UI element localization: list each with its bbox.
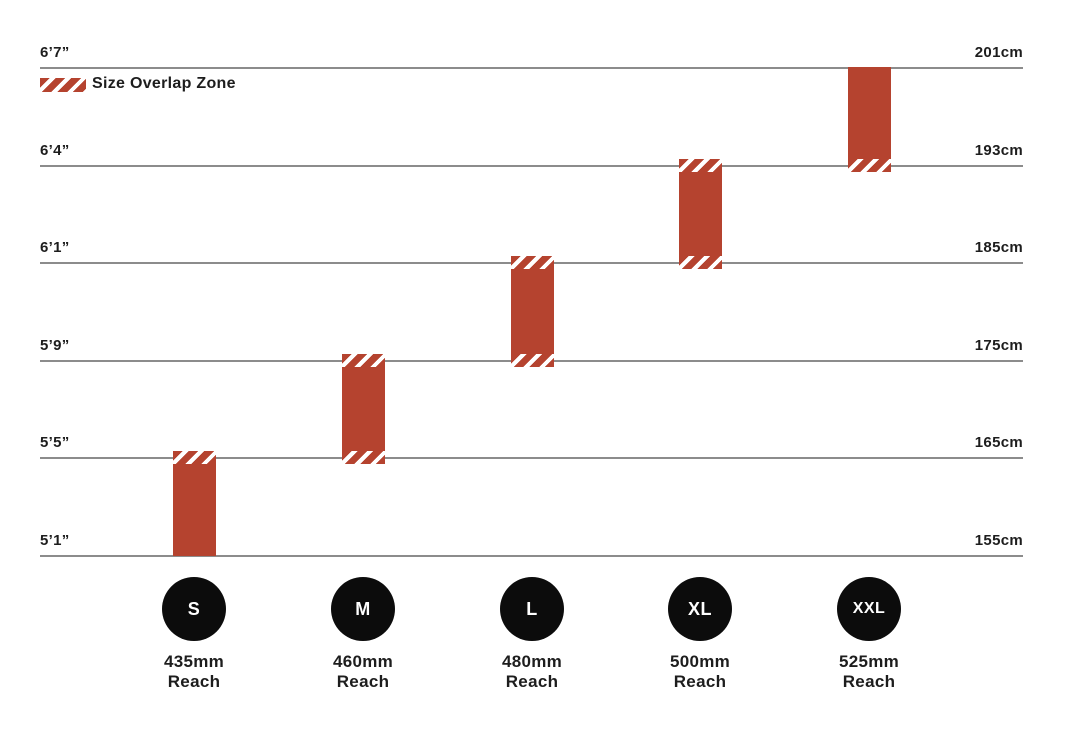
reach-word: Reach (673, 672, 727, 691)
reach-label-xl: 500mm Reach (635, 652, 765, 692)
height-label-cm: 185cm (974, 239, 1023, 256)
height-label-ft: 6’7” (40, 44, 70, 61)
size-badge-label: XL (687, 598, 712, 619)
height-label-ft: 6’1” (40, 239, 70, 256)
height-label-ft: 5’5” (40, 434, 70, 451)
reach-word: Reach (167, 672, 221, 691)
height-label-cm: 165cm (974, 434, 1023, 451)
reach-label-l: 480mm Reach (467, 652, 597, 692)
height-label-ft: 6’4” (40, 142, 70, 159)
size-bar-l (511, 256, 554, 367)
overlap-zone-top (342, 354, 385, 367)
size-badge-label: S (187, 598, 201, 619)
overlap-zone-bottom (342, 451, 385, 464)
height-label-cm: 201cm (974, 44, 1023, 61)
height-label-cm: 193cm (974, 142, 1023, 159)
reach-value: 480mm (501, 652, 563, 671)
size-bar-s (173, 451, 216, 556)
overlap-zone-top (173, 451, 216, 464)
reach-value: 525mm (838, 652, 900, 671)
height-label-cm: 175cm (974, 337, 1023, 354)
reach-value: 500mm (669, 652, 731, 671)
height-label-ft: 5’9” (40, 337, 70, 354)
size-badge-label: M (355, 598, 371, 619)
reach-word: Reach (505, 672, 559, 691)
reach-word: Reach (842, 672, 896, 691)
size-badge-label: L (526, 598, 538, 619)
gridline (40, 67, 1023, 69)
size-bar-xl (679, 159, 722, 269)
overlap-zone-bottom (511, 354, 554, 367)
size-badge-s: S (162, 577, 226, 641)
size-badge-label: XXL (852, 600, 886, 617)
gridline (40, 457, 1023, 459)
reach-label-m: 460mm Reach (298, 652, 428, 692)
reach-value: 460mm (332, 652, 394, 671)
size-badge-xxl: XXL (837, 577, 901, 641)
reach-value: 435mm (163, 652, 225, 671)
overlap-zone-bottom (679, 256, 722, 269)
height-label-cm: 155cm (974, 532, 1023, 549)
legend-label: Size Overlap Zone (92, 75, 236, 92)
overlap-zone-top (511, 256, 554, 269)
overlap-zone-bottom (848, 159, 891, 172)
reach-label-xxl: 525mm Reach (804, 652, 934, 692)
size-badge-xl: XL (668, 577, 732, 641)
size-bar-m (342, 354, 385, 464)
reach-label-s: 435mm Reach (129, 652, 259, 692)
overlap-swatch-icon (40, 78, 86, 92)
size-badge-m: M (331, 577, 395, 641)
overlap-zone-top (679, 159, 722, 172)
height-label-ft: 5’1” (40, 532, 70, 549)
reach-word: Reach (336, 672, 390, 691)
gridline (40, 165, 1023, 167)
size-bar-xxl (848, 67, 891, 172)
size-badge-l: L (500, 577, 564, 641)
gridline (40, 555, 1023, 557)
